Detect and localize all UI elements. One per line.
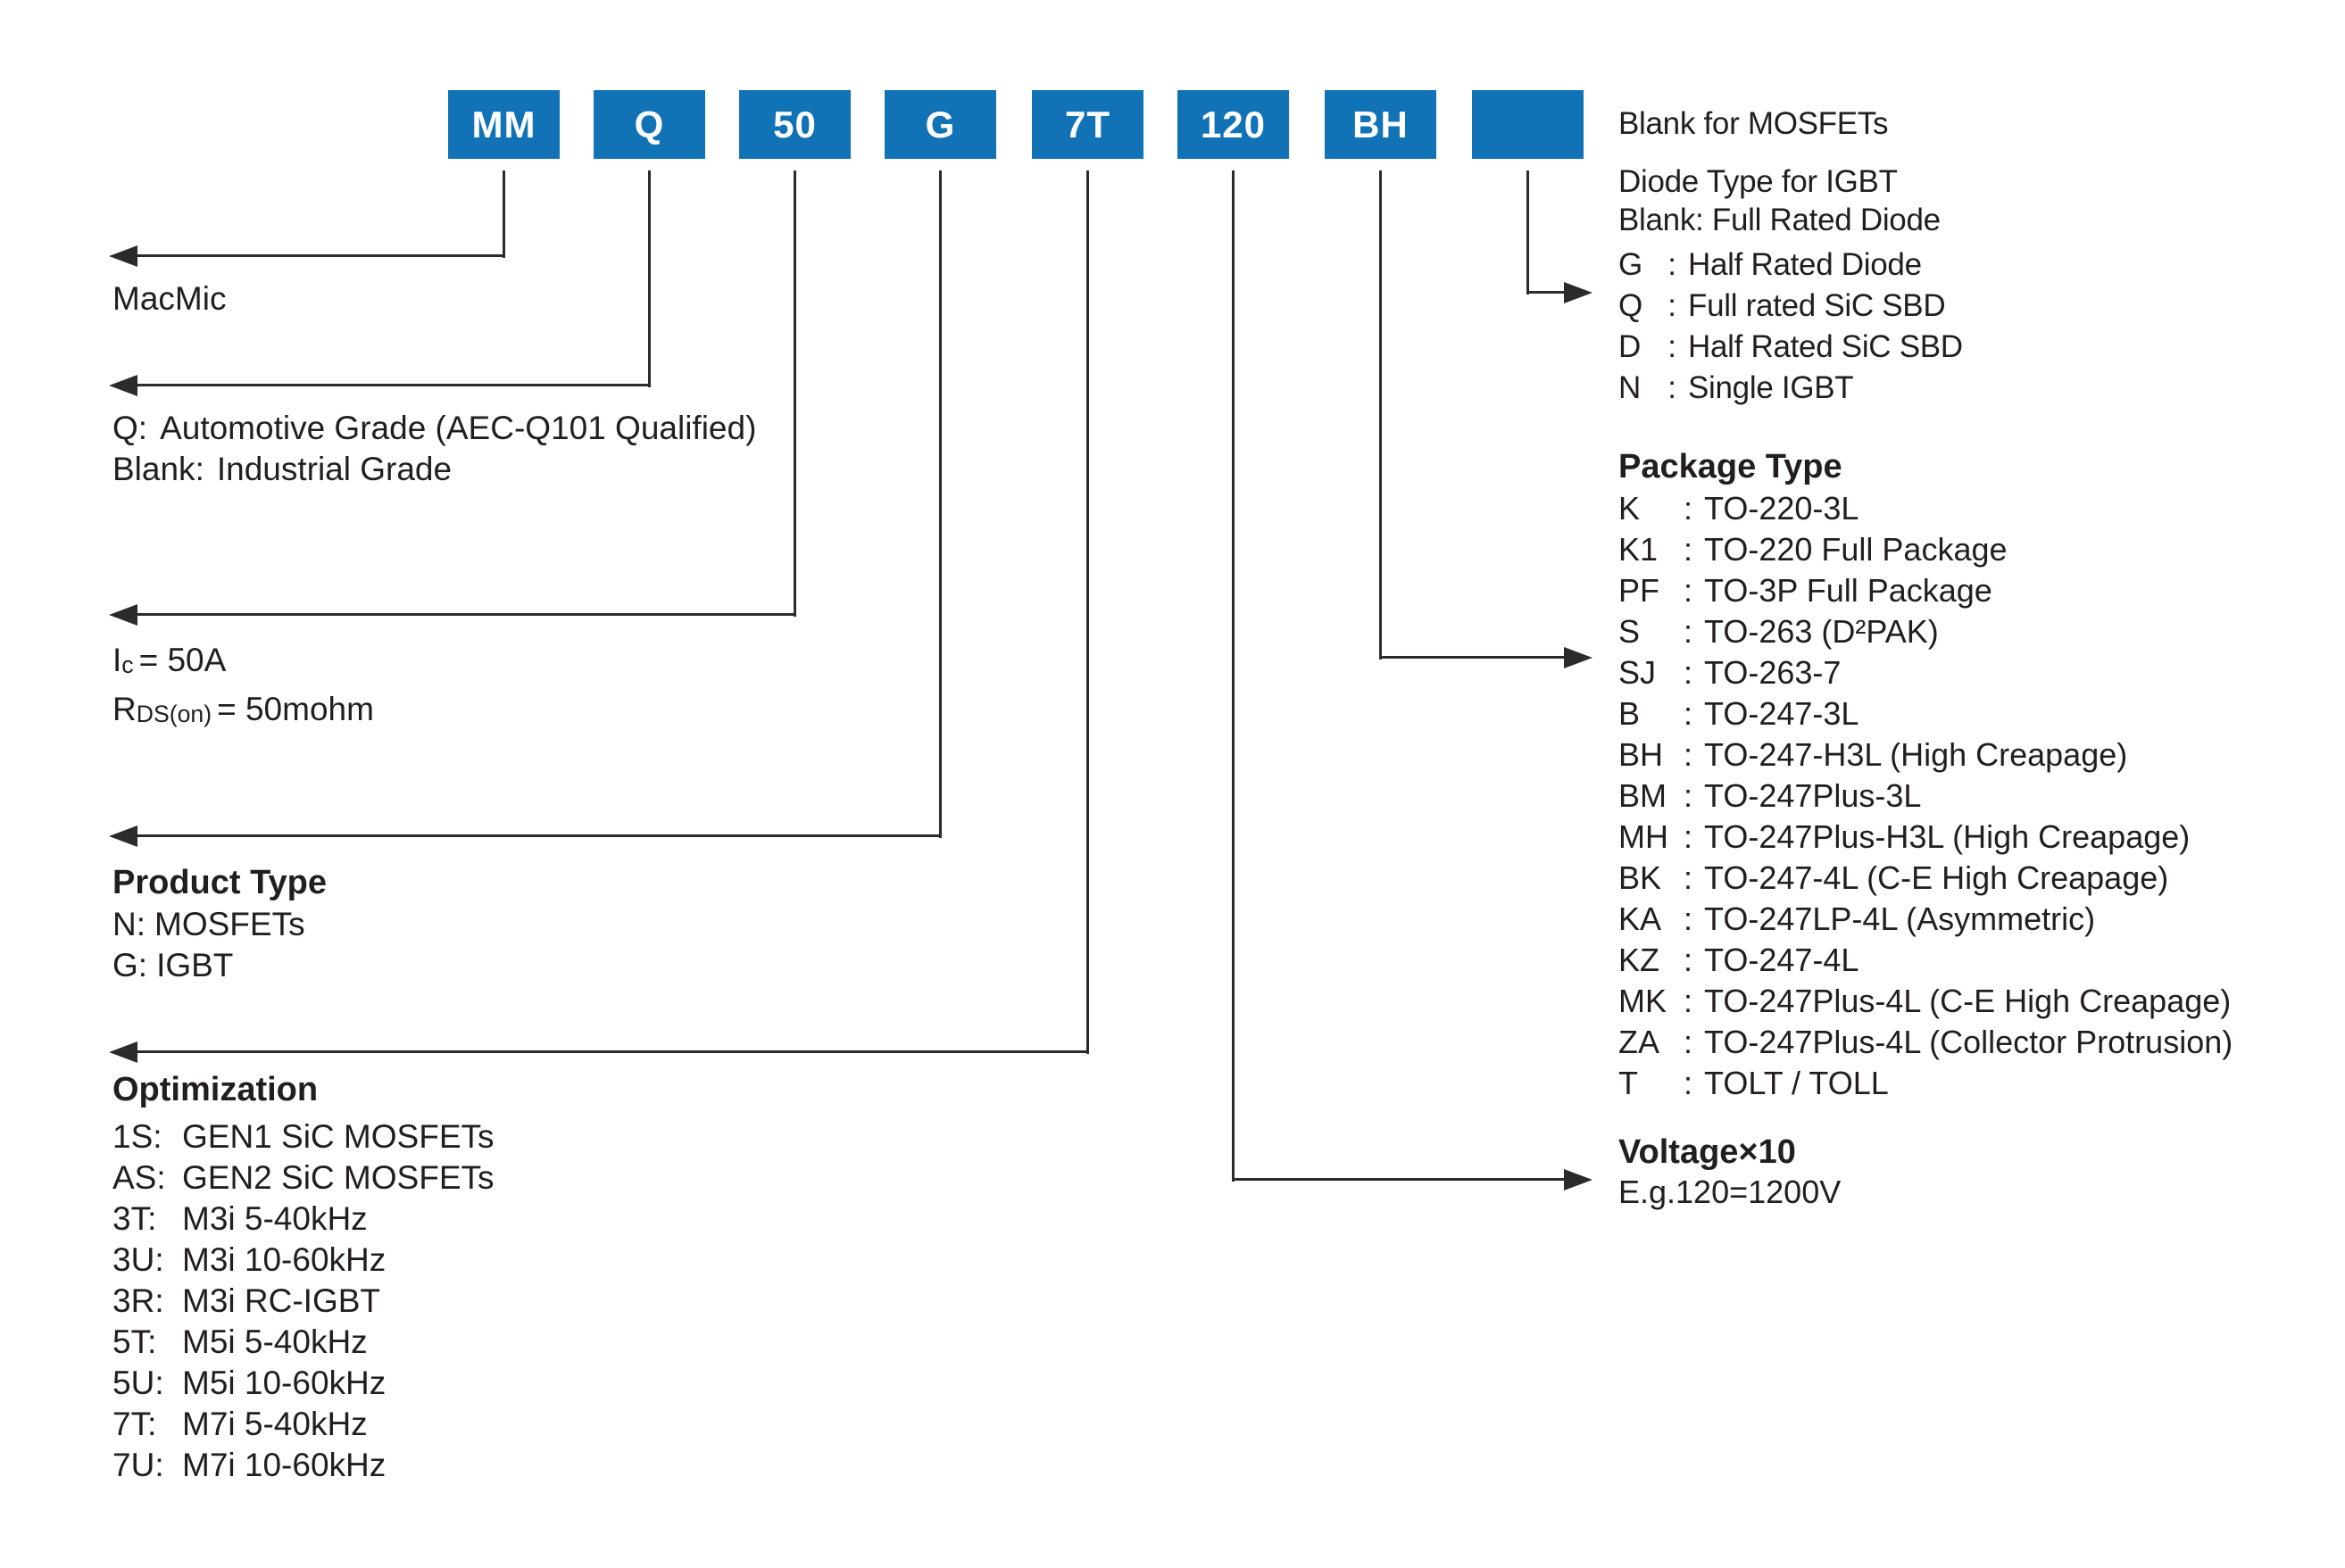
arrow-right-icon	[1564, 282, 1592, 303]
part-code-box-diode-type	[1472, 90, 1584, 159]
part-code-box-current: 50	[739, 90, 851, 159]
product-type-item: N: MOSFETs	[112, 906, 305, 942]
optimization-title: Optimization	[112, 1071, 319, 1108]
optimization-item: 3R: M3i RC-IGBT	[112, 1282, 380, 1319]
package-type-title: Package Type	[1618, 448, 1842, 485]
arrow-right-icon	[1564, 1169, 1592, 1191]
optimization-item: AS: GEN2 SiC MOSFETs	[112, 1159, 495, 1196]
part-code-box-package: BH	[1325, 90, 1436, 159]
connector-line-optimization	[1086, 170, 1089, 1054]
connector-line-voltage	[1232, 170, 1235, 1182]
product-type-title: Product Type	[112, 864, 327, 901]
package-type-item: SJ: TO-263-7	[1618, 654, 1842, 691]
voltage-title: Voltage×10	[1618, 1133, 1796, 1171]
package-type-item: B: TO-247-3L	[1618, 695, 1859, 732]
connector-line-package	[1379, 170, 1382, 660]
connector-line-brand	[134, 254, 503, 257]
connector-line-package	[1380, 656, 1564, 659]
package-type-item: KZ: TO-247-4L	[1618, 942, 1859, 978]
optimization-item: 5U: M5i 10-60kHz	[112, 1365, 387, 1401]
connector-line-current	[794, 170, 796, 617]
grade-block: Q: Automotive Grade (AEC-Q101 Qualified) …	[112, 408, 756, 490]
connector-line-product-type	[939, 170, 942, 838]
grade-line-industrial: Blank: Industrial Grade	[112, 451, 453, 487]
diode-type-item: D: Half Rated SiC SBD	[1618, 329, 1963, 364]
part-code-box-optimization: 7T	[1032, 90, 1143, 159]
part-code-box-product-type: G	[885, 90, 996, 159]
product-type-item: G: IGBT	[112, 947, 234, 983]
package-type-item: BH: TO-247-H3L (High Creapage)	[1618, 736, 2128, 773]
voltage-example: E.g.120=1200V	[1618, 1174, 1842, 1210]
optimization-item: 5T: M5i 5-40kHz	[112, 1323, 368, 1360]
package-type-item: K1: TO-220 Full Package	[1618, 531, 2008, 568]
connector-line-optimization	[134, 1050, 1087, 1053]
diode-type-list: G: Half Rated Diode Q: Full rated SiC SBD …	[1618, 245, 1963, 409]
package-type-item: ZA: TO-247Plus-4L (Collector Protrusion)	[1618, 1024, 2233, 1060]
part-code-box-voltage: 120	[1177, 90, 1289, 159]
connector-line-current	[134, 613, 794, 616]
product-type-list: N: MOSFETs G: IGBT	[112, 904, 305, 986]
package-type-item: KA: TO-247LP-4L (Asymmetric)	[1618, 900, 2096, 937]
collector-current-line: Ic = 50A	[112, 642, 227, 678]
arrow-left-icon	[109, 375, 137, 396]
connector-line-diode-type	[1527, 291, 1564, 294]
diode-type-item: N: Single IGBT	[1618, 370, 1854, 405]
arrow-left-icon	[109, 825, 137, 847]
grade-line-automotive: Q: Automotive Grade (AEC-Q101 Qualified)	[112, 410, 757, 446]
package-type-list: K: TO-220-3L K1: TO-220 Full Package PF: TO…	[1618, 488, 2233, 1104]
diode-type-item: Q: Full rated SiC SBD	[1618, 288, 1946, 323]
package-type-item: BK: TO-247-4L (C-E High Creapage)	[1618, 859, 2169, 896]
diode-blank-line: Blank: Full Rated Diode	[1618, 203, 1941, 237]
optimization-item: 7T: M7i 5-40kHz	[112, 1406, 368, 1442]
connector-line-grade	[648, 170, 651, 387]
package-type-item: T: TOLT / TOLL	[1618, 1065, 1889, 1101]
connector-line-brand	[503, 170, 505, 258]
rating-block: Ic = 50A RDS(on) = 50mohm	[112, 637, 374, 735]
package-type-item: BM: TO-247Plus-3L	[1618, 777, 1922, 814]
connector-line-grade	[134, 384, 649, 386]
brand-label: MacMic	[112, 280, 227, 317]
part-code-box-brand: MM	[448, 90, 560, 159]
arrow-left-icon	[109, 1041, 137, 1063]
package-type-item: K: TO-220-3L	[1618, 490, 1859, 527]
package-type-item: PF: TO-3P Full Package	[1618, 572, 1992, 609]
mosfet-blank-note: Blank for MOSFETs	[1618, 106, 1889, 141]
package-type-item: MH: TO-247Plus-H3L (High Creapage)	[1618, 818, 2191, 855]
package-type-item: MK: TO-247Plus-4L (C-E High Creapage)	[1618, 983, 2232, 1019]
part-code-box-grade: Q	[594, 90, 705, 159]
connector-line-product-type	[134, 834, 940, 837]
optimization-item: 7U: M7i 10-60kHz	[112, 1447, 387, 1483]
diode-type-title: Diode Type for IGBT	[1618, 164, 1898, 199]
connector-line-voltage	[1233, 1178, 1564, 1181]
arrow-left-icon	[109, 245, 137, 267]
rds-on-line: RDS(on) = 50mohm	[112, 691, 374, 727]
arrow-right-icon	[1564, 647, 1592, 668]
optimization-item: 1S: GEN1 SiC MOSFETs	[112, 1118, 495, 1155]
package-type-item: S: TO-263 (D²PAK)	[1618, 613, 1939, 650]
optimization-item: 3T: M3i 5-40kHz	[112, 1200, 368, 1237]
optimization-list: 1S: GEN1 SiC MOSFETs AS: GEN2 SiC MOSFETs …	[112, 1116, 495, 1486]
diode-type-item: G: Half Rated Diode	[1618, 247, 1922, 282]
optimization-item: 3U: M3i 10-60kHz	[112, 1241, 387, 1278]
arrow-left-icon	[109, 604, 137, 626]
connector-line-diode-type	[1526, 170, 1529, 295]
